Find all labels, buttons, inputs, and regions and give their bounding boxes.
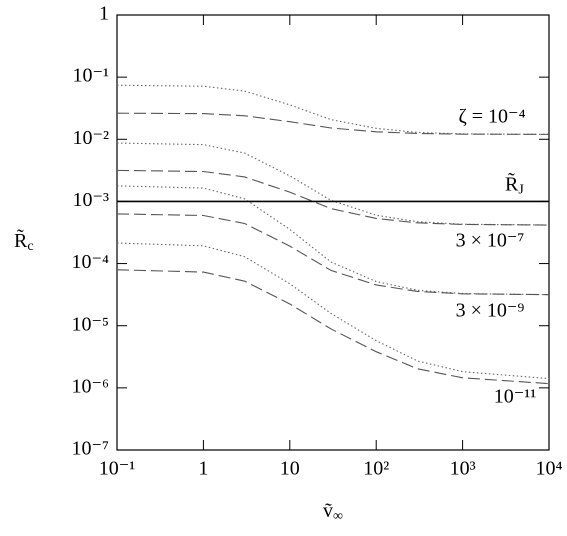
y-tick-label: 10⁻⁷ (71, 438, 109, 460)
x-tick-label: 1 (198, 458, 208, 480)
reference-label: R̃J (505, 171, 524, 198)
annotation: 3 × 10⁻⁷ (456, 230, 525, 252)
y-tick-label: 10⁻³ (72, 189, 109, 211)
y-tick-label: 10⁻⁶ (71, 375, 109, 397)
annotation: 10⁻¹¹ (494, 386, 537, 408)
curve (116, 112, 550, 135)
annotation: ζ = 10⁻⁴ (458, 106, 525, 128)
annotation: 3 × 10⁻⁹ (456, 300, 525, 322)
reference-label-base: R̃ (505, 171, 519, 195)
curve (116, 242, 550, 380)
y-tick-label: 10⁻¹ (72, 65, 109, 87)
x-tick-label: 10² (363, 458, 389, 480)
y-tick-label: 10⁻⁵ (71, 313, 109, 335)
y-axis-label: R̃c (14, 228, 34, 255)
y-tick-label: 1 (99, 3, 109, 25)
curve (116, 213, 550, 296)
y-tick-label: 10⁻⁴ (71, 251, 109, 273)
curve (116, 269, 550, 385)
x-tick-label: 10⁴ (536, 458, 563, 480)
x-tick-label: 10⁻¹ (99, 458, 136, 480)
plot-frame (116, 14, 550, 451)
x-tick-label: 10³ (450, 458, 476, 480)
x-axis-label: ṽ∞ (323, 500, 343, 525)
curve (116, 185, 550, 296)
curve (116, 169, 550, 226)
reference-label-sub: J (518, 183, 524, 198)
x-tick-label: 10 (280, 458, 300, 480)
y-tick-label: 10⁻² (72, 127, 109, 149)
curve (116, 142, 550, 226)
